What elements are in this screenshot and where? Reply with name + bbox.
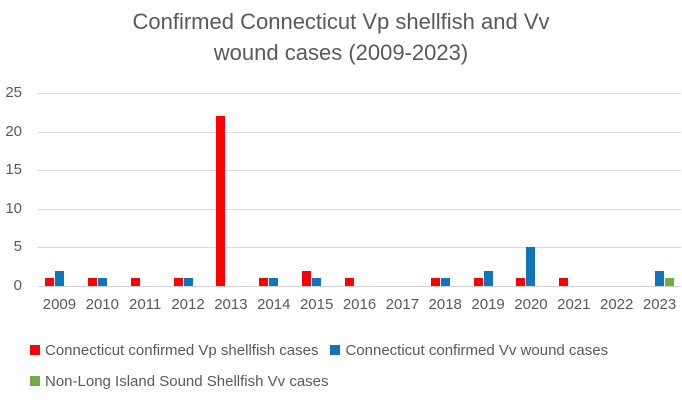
x-tick-label-2019: 2019 <box>471 296 505 313</box>
bar-2020-series1 <box>516 278 526 286</box>
x-tick-label-2017: 2017 <box>385 296 420 313</box>
bar-2009-series2 <box>54 270 64 286</box>
legend-swatch-icon <box>30 345 40 355</box>
x-tick-label-2018: 2018 <box>428 296 462 313</box>
bar-2023-series3 <box>665 278 675 286</box>
y-tick-label: 5 <box>13 238 22 256</box>
x-tick-label-2015: 2015 <box>299 296 334 313</box>
x-tick-label-2023: 2023 <box>642 296 677 313</box>
legend: Connecticut confirmed Vp shellfish cases… <box>30 340 670 402</box>
legend-item-series1: Connecticut confirmed Vp shellfish cases <box>30 342 318 359</box>
bar-2010-series1 <box>87 278 97 286</box>
bar-2018-series1 <box>430 278 440 286</box>
bar-2014-series1 <box>259 278 269 286</box>
bar-2010-series2 <box>97 278 107 286</box>
x-tick-label-2011: 2011 <box>129 296 162 313</box>
legend-item-series3: Non-Long Island Sound Shellfish Vv cases <box>30 373 329 390</box>
gridline <box>38 93 681 94</box>
bar-2015-series1 <box>302 270 312 286</box>
bar-2009-series1 <box>44 278 54 286</box>
x-tick-label-2016: 2016 <box>342 296 377 313</box>
gridline <box>38 208 681 210</box>
bar-2016-series1 <box>345 278 354 286</box>
y-tick-label: 10 <box>5 199 22 217</box>
bar-2014-series2 <box>269 278 279 286</box>
legend-swatch-icon <box>330 345 341 355</box>
bar-2011-series1 <box>130 278 140 286</box>
bar-2015-series2 <box>312 278 322 286</box>
gridline <box>38 131 681 133</box>
legend-row: Non-Long Island Sound Shellfish Vv cases <box>30 371 670 391</box>
legend-row: Connecticut confirmed Vp shellfish cases… <box>30 340 670 360</box>
bar-2019-series1 <box>473 278 483 286</box>
y-tick-label: 20 <box>5 122 22 140</box>
chart-title: Confirmed Connecticut Vp shellfish and V… <box>132 9 550 65</box>
y-tick-label: 15 <box>5 161 22 179</box>
x-tick-label-2020: 2020 <box>514 296 548 313</box>
legend-label: Non-Long Island Sound Shellfish Vv cases <box>45 372 329 390</box>
bar-2012-series2 <box>183 278 193 286</box>
x-tick-label-2022: 2022 <box>600 296 634 313</box>
x-tick-label-2009: 2009 <box>42 296 77 313</box>
legend-label: Connecticut confirmed Vp shellfish cases <box>45 341 319 359</box>
y-tick-label: 25 <box>5 84 22 101</box>
legend-swatch-icon <box>30 376 40 386</box>
bar-2019-series2 <box>483 270 493 286</box>
legend-item-series2: Connecticut confirmed Vv wound cases <box>330 342 608 359</box>
bar-2021-series1 <box>559 278 569 286</box>
y-axis: 0 5 10 15 20 25 <box>0 84 28 294</box>
bar-2023-series2 <box>655 270 665 286</box>
y-tick-label: 0 <box>13 277 22 294</box>
bar-2013-series1 <box>216 116 226 286</box>
x-tick-label-2013: 2013 <box>214 296 248 313</box>
bar-2020-series2 <box>526 247 536 286</box>
x-tick-label-2010: 2010 <box>85 296 119 313</box>
plot-area <box>38 93 681 287</box>
gridline <box>38 247 681 249</box>
x-tick-label-2012: 2012 <box>171 296 205 313</box>
x-axis-line <box>38 286 681 287</box>
legend-label: Connecticut confirmed Vv wound cases <box>345 341 609 359</box>
x-tick-label-2021: 2021 <box>557 296 591 313</box>
x-axis: 2009 2010 2011 2012 2013 2014 2015 2016 2017 2018… <box>38 296 681 316</box>
bar-2018-series2 <box>440 278 450 286</box>
bar-2012-series1 <box>173 278 183 286</box>
gridline <box>38 170 681 172</box>
x-tick-label-2014: 2014 <box>257 296 291 313</box>
